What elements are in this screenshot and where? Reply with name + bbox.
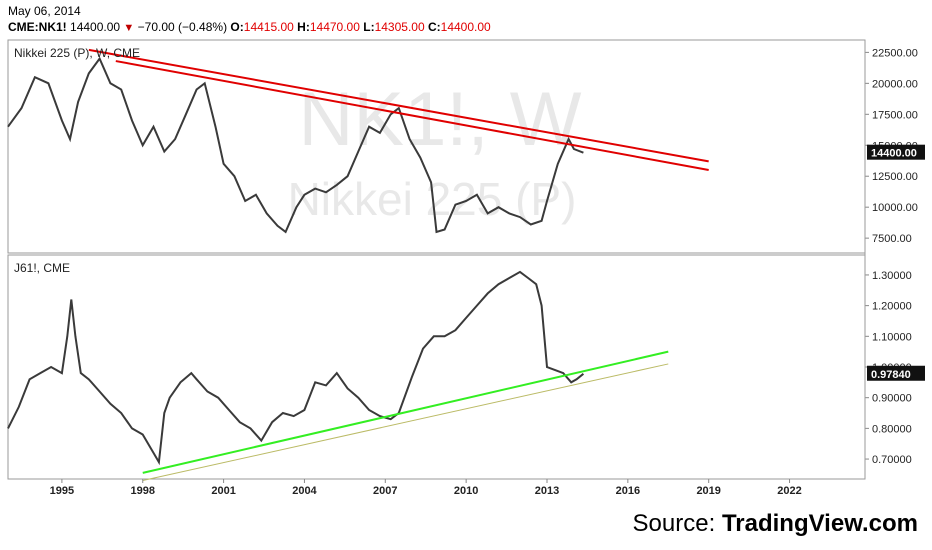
lower-y-tick-label: 0.70000 xyxy=(872,454,912,466)
upper-last-value-badge: 14400.00 xyxy=(867,144,925,160)
close-label: C: xyxy=(427,20,441,34)
lower-y-tick-label: 0.90000 xyxy=(872,393,912,405)
upper-y-tick-label: 22500.00 xyxy=(872,47,918,59)
x-tick-label: 2007 xyxy=(373,485,397,497)
resistance-trendline[interactable] xyxy=(115,60,709,172)
x-tick-label: 2013 xyxy=(535,485,559,497)
x-tick-label: 2001 xyxy=(211,485,235,497)
down-arrow-icon: ▼ xyxy=(123,22,135,34)
support-trendline[interactable] xyxy=(142,350,669,474)
support-trendline-thin[interactable] xyxy=(142,363,669,482)
resistance-trendlines xyxy=(88,48,709,172)
close-value: 14400.00 xyxy=(440,20,491,34)
x-tick-label: 2016 xyxy=(616,485,640,497)
watermark-symbol: NK1!, W xyxy=(299,77,582,162)
open-value: 14415.00 xyxy=(243,20,294,34)
x-tick-label: 1995 xyxy=(50,485,74,497)
lower-last-value-badge: 0.97840 xyxy=(867,365,925,381)
lower-last-badge-bg xyxy=(867,365,925,381)
quote-line: CME:NK1! 14400.00 ▼ −70.00 (−0.48%) O:14… xyxy=(8,20,491,34)
source-credit: Source: TradingView.com xyxy=(633,510,918,538)
upper-last-value: 14400.00 xyxy=(871,148,917,160)
upper-y-tick-label: 10000.00 xyxy=(872,202,918,214)
upper-watermark: NK1!, W Nikkei 225 (P) xyxy=(288,77,582,225)
x-tick-label: 2010 xyxy=(454,485,478,497)
price-change-pct: (−0.48%) xyxy=(178,20,228,34)
x-tick-label: 2022 xyxy=(777,485,801,497)
open-label: O: xyxy=(230,20,244,34)
x-tick-label: 2019 xyxy=(696,485,720,497)
lower-y-tick-label: 1.10000 xyxy=(872,331,912,343)
support-trendlines xyxy=(142,350,669,482)
nikkei-price-line xyxy=(7,56,584,234)
lower-pane[interactable]: 0.700000.800000.900001.000001.100001.200… xyxy=(7,254,925,482)
x-tick-label: 1998 xyxy=(131,485,155,497)
lower-pane-title: J61!, CME xyxy=(14,261,70,275)
upper-pane-frame xyxy=(7,39,866,254)
last-price: 14400.00 xyxy=(70,20,121,34)
yen-futures-line xyxy=(7,270,585,466)
upper-y-tick-label: 20000.00 xyxy=(872,78,918,90)
lower-last-value: 0.97840 xyxy=(871,369,911,381)
upper-y-tick-label: 12500.00 xyxy=(872,171,918,183)
x-tick-label: 2004 xyxy=(292,485,317,497)
low-label: L: xyxy=(363,20,375,34)
upper-pane-title: Nikkei 225 (P), W, CME xyxy=(14,46,140,60)
resistance-trendline[interactable] xyxy=(88,48,709,163)
upper-last-badge-bg xyxy=(867,144,925,160)
source-prefix: Source: xyxy=(632,510,722,537)
upper-y-tick-label: 7500.00 xyxy=(872,233,912,245)
source-brand: TradingView.com xyxy=(721,510,918,537)
lower-y-tick-label: 0.80000 xyxy=(872,423,912,435)
price-change: −70.00 xyxy=(137,20,175,34)
lower-pane-frame xyxy=(7,254,866,480)
symbol-label: CME:NK1! xyxy=(8,20,67,34)
chart-date: May 06, 2014 xyxy=(8,4,81,18)
lower-y-tick-label: 1.20000 xyxy=(872,301,912,313)
high-label: H: xyxy=(297,20,310,34)
lower-y-tick-label: 1.30000 xyxy=(872,270,912,282)
high-value: 14470.00 xyxy=(309,20,360,34)
upper-y-axis: 7500.0010000.0012500.0015000.0017500.002… xyxy=(865,47,918,245)
x-axis: 1995 1998 2001 2004 2007 2010 2013 2016 2019 2022 xyxy=(50,479,802,497)
upper-y-tick-label: 17500.00 xyxy=(872,109,918,121)
upper-pane[interactable]: NK1!, W Nikkei 225 (P) 7500.00 10000.00 12… xyxy=(7,39,925,254)
low-value: 14305.00 xyxy=(374,20,425,34)
